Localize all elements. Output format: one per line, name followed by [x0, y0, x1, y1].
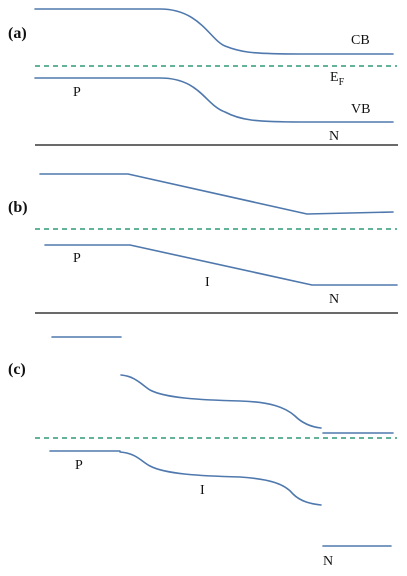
panel-c-i-label: I — [200, 483, 205, 498]
panel-b-n-label: N — [329, 292, 339, 307]
panel-c-label: (c) — [8, 361, 26, 378]
panel-c-p-label: P — [75, 458, 83, 473]
panel-a-label: (a) — [8, 25, 27, 42]
panel-a-fermi-label: EF — [330, 70, 345, 88]
panel-a-p-label: P — [73, 85, 81, 100]
panel-b: (b) P I N — [8, 173, 398, 314]
panel-a-valence-band — [34, 77, 394, 123]
panel-b-conduction-band — [39, 173, 394, 215]
panel-a-cb-label: CB — [351, 33, 370, 48]
panel-c: (c) P I N — [8, 336, 397, 569]
panel-c-n-label: N — [323, 554, 333, 569]
panel-c-i-conduction-band — [120, 374, 322, 429]
panel-c-i-valence-band — [119, 451, 322, 506]
panel-b-valence-band — [44, 244, 398, 286]
panel-a: (a) CB EF VB P N — [8, 8, 398, 146]
panel-b-p-label: P — [73, 251, 81, 266]
panel-b-i-label: I — [205, 275, 210, 290]
panel-b-label: (b) — [8, 199, 28, 216]
panel-a-vb-label: VB — [351, 102, 370, 117]
panel-a-n-label: N — [329, 129, 339, 144]
panel-a-conduction-band — [34, 8, 394, 55]
